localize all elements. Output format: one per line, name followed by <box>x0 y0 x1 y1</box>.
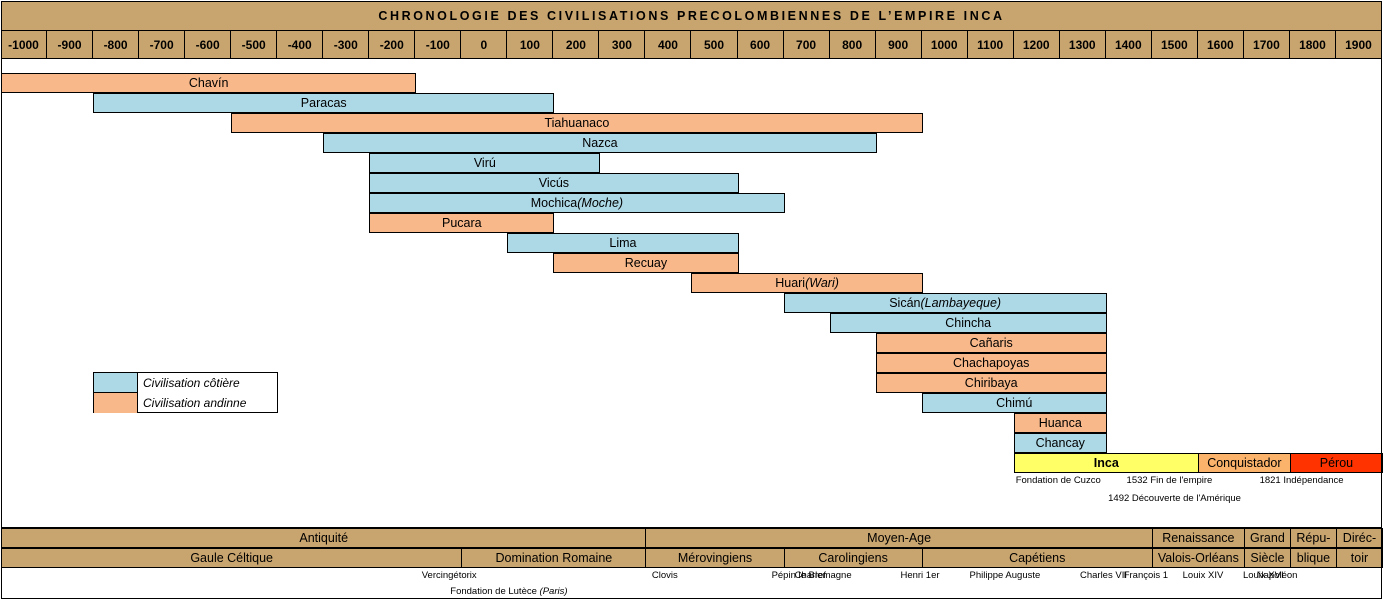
period-cell: Gaule Céltique <box>1 548 463 568</box>
year-tick: 0 <box>461 31 508 59</box>
periods-top-border <box>1 527 1382 528</box>
year-tick: 1100 <box>967 31 1014 59</box>
final-bar: Inca <box>1013 453 1199 473</box>
period-cell: toir <box>1335 548 1383 568</box>
event-label: Fondation de Cuzco <box>1015 475 1101 486</box>
ruler-label: François 1 <box>1123 570 1169 581</box>
year-tick: 100 <box>507 31 554 59</box>
civilisation-bar: Pucara <box>369 213 555 233</box>
civilisation-bar: Mochica (Moche) <box>369 193 785 213</box>
period-cell: Mérovingiens <box>645 548 785 568</box>
ruler-label: Vercingétorix <box>421 570 477 581</box>
period-cell: Grand <box>1243 528 1291 548</box>
event-label: 1492 Découverte de l'Amérique <box>1108 493 1241 504</box>
year-tick: 800 <box>829 31 876 59</box>
year-tick: 1600 <box>1197 31 1244 59</box>
event-label: 1532 Fin de l'empire <box>1126 475 1213 486</box>
periods-bottom-border <box>1 567 1382 568</box>
civilisation-bar: Cañaris <box>875 333 1107 353</box>
civilisation-bar: Nazca <box>323 133 877 153</box>
chart-title: CHRONOLOGIE DES CIVILISATIONS PRECOLOMBI… <box>1 1 1382 31</box>
ruler-label: Napoléon <box>1256 570 1298 581</box>
year-tick: 1400 <box>1105 31 1152 59</box>
civilisation-bar: Huanca <box>1013 413 1107 433</box>
civilisation-bar: Chincha <box>829 313 1107 333</box>
legend-swatch-cotiere <box>94 373 138 393</box>
legend-item-cotiere: Civilisation côtière <box>94 373 277 393</box>
civilisation-bar: Sicán (Lambayeque) <box>783 293 1107 313</box>
period-cell: Siècle <box>1243 548 1291 568</box>
ruler-label: Louix XIV <box>1182 570 1224 581</box>
final-bar: Conquistador <box>1197 453 1291 473</box>
year-tick: 1000 <box>921 31 968 59</box>
year-tick: -300 <box>323 31 370 59</box>
period-cell: blique <box>1289 548 1337 568</box>
year-tick: 900 <box>875 31 922 59</box>
period-cell: Renaissance <box>1151 528 1245 548</box>
year-tick: 1200 <box>1013 31 1060 59</box>
period-cell: Domination Romaine <box>461 548 647 568</box>
year-tick: 1900 <box>1335 31 1382 59</box>
period-cell: Valois-Orléans <box>1151 548 1245 568</box>
year-tick: 1800 <box>1289 31 1336 59</box>
year-tick: 400 <box>645 31 692 59</box>
event-label: 1821 Indépendance <box>1259 475 1344 486</box>
year-tick: -700 <box>139 31 186 59</box>
year-tick: -200 <box>369 31 416 59</box>
civilisation-bar: Recuay <box>553 253 739 273</box>
year-tick: 700 <box>783 31 830 59</box>
year-tick: -1000 <box>1 31 48 59</box>
year-tick: 200 <box>553 31 600 59</box>
year-tick: 300 <box>599 31 646 59</box>
ruler-label: Philippe Auguste <box>969 570 1041 581</box>
ruler-label: Henri 1er <box>900 570 940 581</box>
period-cell: Moyen-Age <box>645 528 1153 548</box>
civilisation-bar: Chachapoyas <box>875 353 1107 373</box>
civilisation-bar: Vicús <box>369 173 739 193</box>
ruler-label: Fondation de Lutèce (Paris) <box>450 586 568 597</box>
ruler-label: Charles VII <box>1079 570 1127 581</box>
year-tick: 500 <box>691 31 738 59</box>
civilisation-bar: Huari (Wari) <box>691 273 923 293</box>
civilisation-bar: Chimú <box>921 393 1107 413</box>
year-tick: -900 <box>47 31 94 59</box>
year-tick: 1300 <box>1059 31 1106 59</box>
legend-item-andinne: Civilisation andinne <box>94 393 277 413</box>
year-tick: -400 <box>277 31 324 59</box>
period-cell: Répu- <box>1289 528 1337 548</box>
year-tick: 1700 <box>1243 31 1290 59</box>
civilisation-bar: Tiahuanaco <box>231 113 923 133</box>
final-bar: Pérou <box>1289 453 1383 473</box>
ruler-label: Pépin le Bref <box>771 570 826 581</box>
civilisation-bar: Chiribaya <box>875 373 1107 393</box>
year-tick: -600 <box>185 31 232 59</box>
period-cell: Carolingiens <box>783 548 923 568</box>
year-tick: 600 <box>737 31 784 59</box>
ruler-label: Louix XVI <box>1242 570 1284 581</box>
legend-label-cotiere: Civilisation côtière <box>143 376 240 390</box>
year-tick: -500 <box>231 31 278 59</box>
year-tick: -800 <box>93 31 140 59</box>
legend-swatch-andinne <box>94 393 138 413</box>
ruler-label: Clovis <box>651 570 678 581</box>
legend: Civilisation côtière Civilisation andinn… <box>93 372 278 413</box>
period-cell: Diréc- <box>1335 528 1383 548</box>
ruler-label: Charlemagne <box>794 570 852 581</box>
legend-label-andinne: Civilisation andinne <box>143 396 247 410</box>
civilisation-bar: Chancay <box>1013 433 1107 453</box>
civilisation-bar: Lima <box>507 233 739 253</box>
civilisation-bar: Virú <box>369 153 601 173</box>
civilisation-bar: Paracas <box>93 93 555 113</box>
period-cell: Antiquité <box>1 528 647 548</box>
period-cell: Capétiens <box>921 548 1153 568</box>
year-tick: 1500 <box>1151 31 1198 59</box>
civilisation-bar: Chavín <box>1 73 417 93</box>
year-tick: -100 <box>415 31 462 59</box>
